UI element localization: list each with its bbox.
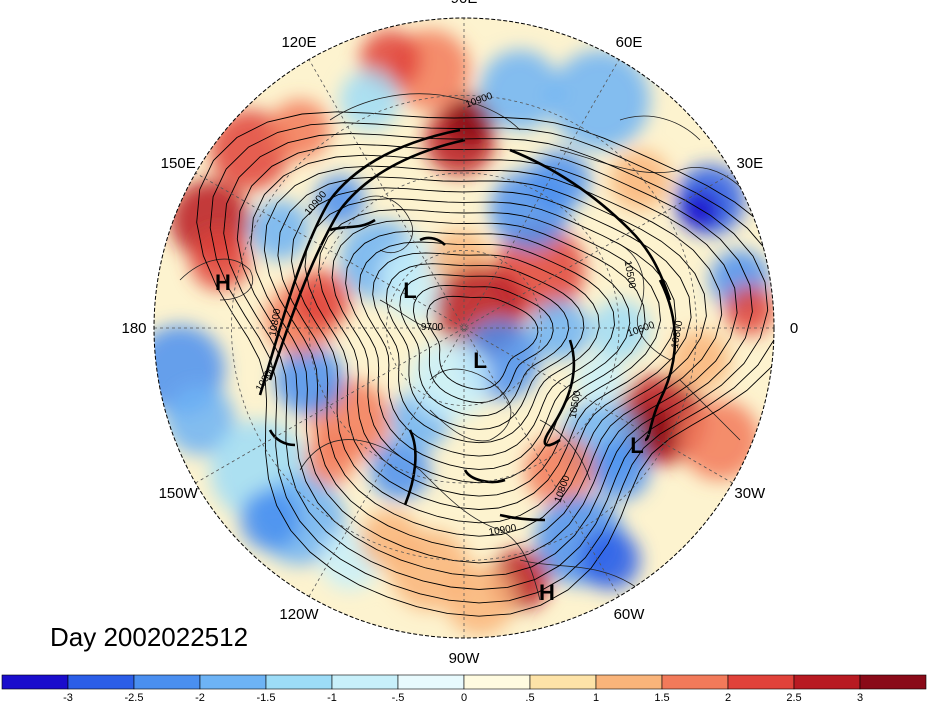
colorbar-swatch — [727, 674, 795, 690]
contour-label: 10900 — [488, 523, 518, 539]
pressure-center-high-pacific: H — [215, 270, 231, 295]
contour-label: 10500 — [568, 389, 584, 419]
longitude-label: 180 — [121, 320, 146, 337]
longitude-label: 0 — [790, 320, 798, 337]
colorbar-tick-label: 1.5 — [654, 692, 669, 702]
longitude-label: 60W — [614, 606, 646, 623]
colorbar-swatch — [1, 674, 69, 690]
longitude-label: 30E — [736, 155, 763, 172]
colorbar-swatch — [463, 674, 531, 690]
jet-stream-contours — [258, 128, 677, 522]
longitude-label: 150W — [159, 485, 199, 502]
pressure-center-low-atlantic: L — [630, 433, 643, 458]
longitude-label: 30W — [734, 485, 766, 502]
pressure-center-high-caribbean: H — [539, 580, 555, 605]
colorbar-tick-label: -2.5 — [125, 692, 144, 702]
colorbar-swatch — [331, 674, 399, 690]
colorbar-tick-label: 0 — [461, 692, 467, 702]
colorbar-swatch — [265, 674, 333, 690]
colorbar-tick-label: -.5 — [392, 692, 405, 702]
colorbar-swatch — [133, 674, 201, 690]
colorbar-tick-label: .5 — [525, 692, 534, 702]
colorbar-swatch — [199, 674, 267, 690]
graticule — [154, 18, 774, 638]
height-contours — [196, 111, 774, 617]
colorbar-swatch — [67, 674, 135, 690]
colorbar-swatch — [595, 674, 663, 690]
longitude-label: 120E — [281, 34, 316, 51]
pressure-center-labels: L L L H H — [215, 270, 644, 605]
pressure-center-low-hudson: L — [473, 348, 486, 373]
colorbar: -3 -2.5 -2 -1.5 -1 -.5 0 .5 1 1.5 2 2.5 3 — [1, 674, 927, 704]
longitude-label: 120W — [279, 606, 319, 623]
map-boundary — [153, 17, 775, 639]
colorbar-swatch — [661, 674, 729, 690]
colorbar-tick-label: 3 — [857, 692, 863, 702]
colorbar-tick-label: -2 — [195, 692, 205, 702]
contour-label: 10500 — [622, 260, 638, 290]
colorbar-tick-label: 1 — [593, 692, 599, 702]
colorbar-tick-label: -3 — [63, 692, 73, 702]
colorbar-tick-label: -1.5 — [257, 692, 276, 702]
colorbar-swatch — [529, 674, 597, 690]
contour-label: 10800 — [268, 307, 284, 337]
day-title: Day 2002022512 — [50, 622, 248, 652]
contour-label: 9700 — [421, 322, 444, 333]
colorbar-swatch — [397, 674, 465, 690]
colorbar-tick-label: 2 — [725, 692, 731, 702]
longitude-label: 150E — [161, 155, 196, 172]
colorbar-tick-label: 2.5 — [786, 692, 801, 702]
longitude-label: 60E — [616, 34, 643, 51]
colorbar-swatch — [793, 674, 861, 690]
longitude-labels: 90E 60E 30E 0 30W 60W 90W 120W 150W 180 150E 120E — [121, 0, 798, 667]
contour-label: 10800 — [670, 319, 686, 349]
longitude-label: 90W — [449, 650, 481, 667]
colorbar-tick-label: -1 — [327, 692, 337, 702]
colorbar-swatch — [859, 674, 927, 690]
longitude-label: 90E — [451, 0, 478, 7]
pressure-center-low-arctic-asia: L — [403, 278, 416, 303]
